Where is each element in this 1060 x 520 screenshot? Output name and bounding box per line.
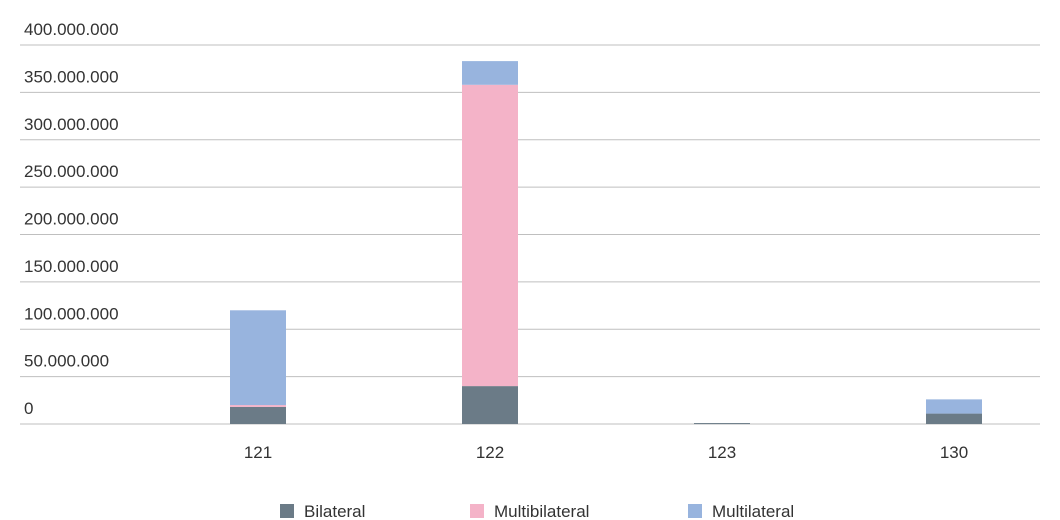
y-tick-label: 150.000.000 — [24, 257, 119, 276]
y-tick-label: 200.000.000 — [24, 210, 119, 229]
bar-segment-multilateral-122 — [462, 61, 518, 85]
gridlines — [20, 44, 1040, 425]
legend-swatch — [470, 504, 484, 518]
bar-segment-bilateral-121 — [230, 406, 286, 424]
x-axis-tick-labels: 121 122 123 130 — [244, 443, 968, 462]
bar-segment-bilateral-123 — [694, 423, 750, 425]
y-tick-label: 400.000.000 — [24, 20, 119, 39]
x-tick-label: 121 — [244, 443, 272, 462]
legend-item: Bilateral — [280, 502, 365, 520]
legend-label: Multibilateral — [494, 502, 589, 520]
legend-label: Bilateral — [304, 502, 365, 520]
legend-swatch — [688, 504, 702, 518]
legend: Bilateral Multibilateral Multilateral — [280, 502, 794, 520]
y-tick-label: 100.000.000 — [24, 304, 119, 323]
legend-item: Multilateral — [688, 502, 794, 520]
y-tick-label: 250.000.000 — [24, 162, 119, 181]
legend-label: Multilateral — [712, 502, 794, 520]
bar-segment-multilateral-130 — [926, 399, 982, 414]
x-tick-label: 123 — [708, 443, 736, 462]
y-tick-label: 300.000.000 — [24, 115, 119, 134]
y-tick-label: 350.000.000 — [24, 67, 119, 86]
y-tick-label: 50.000.000 — [24, 352, 109, 371]
bar-segment-multibilateral-122 — [462, 84, 518, 387]
bar-segment-multilateral-121 — [230, 310, 286, 406]
x-tick-label: 130 — [940, 443, 968, 462]
y-axis-tick-labels: 0 50.000.000 100.000.000 150.000.000 200.000… — [24, 20, 119, 418]
bar-segment-bilateral-130 — [926, 413, 982, 424]
bars — [230, 61, 982, 425]
bar-segment-bilateral-122 — [462, 386, 518, 424]
legend-item: Multibilateral — [470, 502, 589, 520]
x-tick-label: 122 — [476, 443, 504, 462]
bar-segment-multibilateral-121 — [230, 405, 286, 407]
legend-swatch — [280, 504, 294, 518]
y-tick-label: 0 — [24, 399, 33, 418]
